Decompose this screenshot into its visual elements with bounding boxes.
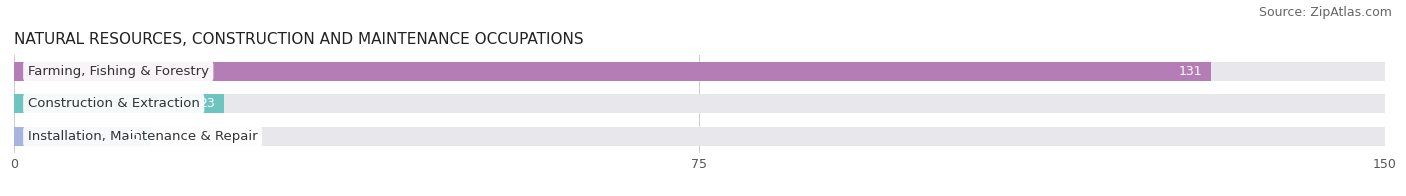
Bar — [14, 62, 1385, 81]
Bar — [14, 127, 152, 146]
Text: Farming, Fishing & Forestry: Farming, Fishing & Forestry — [28, 65, 208, 78]
Text: 131: 131 — [1178, 65, 1202, 78]
Bar — [14, 127, 1385, 146]
Text: 15: 15 — [127, 130, 142, 143]
Bar — [14, 62, 1212, 81]
Bar — [14, 94, 225, 113]
Text: NATURAL RESOURCES, CONSTRUCTION AND MAINTENANCE OCCUPATIONS: NATURAL RESOURCES, CONSTRUCTION AND MAIN… — [14, 32, 583, 47]
Text: Source: ZipAtlas.com: Source: ZipAtlas.com — [1258, 6, 1392, 19]
Text: Installation, Maintenance & Repair: Installation, Maintenance & Repair — [28, 130, 257, 143]
Bar — [14, 94, 1385, 113]
Text: 23: 23 — [200, 97, 215, 110]
Text: Construction & Extraction: Construction & Extraction — [28, 97, 200, 110]
